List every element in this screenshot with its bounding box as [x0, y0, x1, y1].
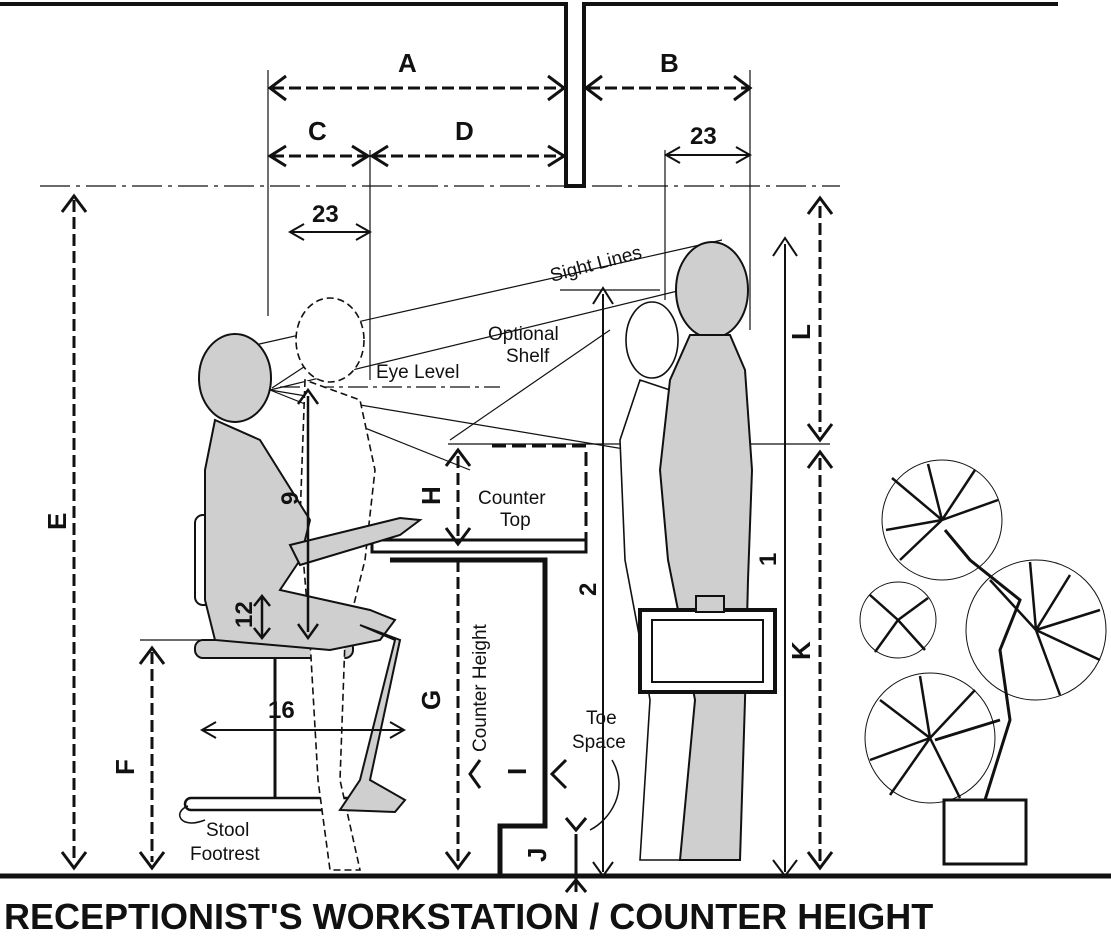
num-2: 2 [575, 583, 602, 596]
seated-figure [198, 333, 423, 814]
stool-footrest-label-2: Footrest [190, 844, 260, 865]
page-title: RECEPTIONIST'S WORKSTATION / COUNTER HEI… [4, 896, 934, 937]
stool-footrest-label-1: Stool [206, 820, 249, 841]
ceiling-wall [0, 2, 1058, 188]
dim-a-label: A [398, 48, 417, 78]
counter-top-label-1: Counter [478, 488, 546, 509]
num-1: 1 [755, 553, 782, 566]
num-16: 16 [268, 697, 295, 724]
optional-shelf-label-1: Optional [488, 324, 559, 345]
counter-height-label: Counter Height [470, 623, 491, 752]
num-9: 9 [277, 492, 304, 505]
dim-f-label: F [110, 759, 140, 775]
dim-c-label: C [308, 116, 327, 146]
optional-shelf-label-2: Shelf [506, 346, 550, 367]
eye-level-label: Eye Level [376, 362, 459, 383]
dim-l-label: L [786, 324, 816, 340]
dim-e-label: E [42, 513, 72, 530]
dimension-labels: A B C D E F G H I J K L [42, 48, 816, 862]
reference-lines [40, 70, 840, 641]
dim-d-label: D [455, 116, 474, 146]
counter [370, 444, 588, 876]
toe-space-label-2: Space [572, 732, 626, 753]
dim-h-label: H [416, 486, 446, 505]
dimension-lines [60, 74, 834, 893]
dimension-numbers: 23 23 12 16 9 2 1 [231, 123, 782, 724]
num-23-seated: 23 [312, 201, 339, 228]
dim-i-label: I [502, 768, 532, 775]
dim-k-label: K [786, 641, 816, 660]
num-23-right: 23 [690, 123, 717, 150]
sight-lines-label: Sight Lines [548, 242, 644, 287]
dim-j-label: J [522, 848, 552, 862]
plant [859, 459, 1107, 866]
dim-b-label: B [660, 48, 679, 78]
num-12: 12 [231, 601, 258, 628]
dim-g-label: G [416, 690, 446, 710]
counter-top-label-2: Top [500, 510, 531, 531]
toe-space-label-1: Toe [586, 708, 617, 729]
man-figure [638, 241, 777, 861]
